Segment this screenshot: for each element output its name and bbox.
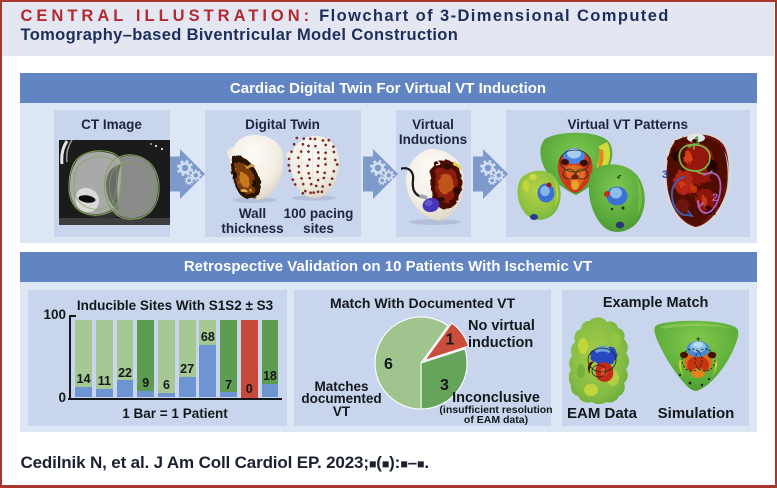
svg-text:3: 3 xyxy=(440,377,449,394)
svg-text:1: 1 xyxy=(446,332,455,349)
svg-text:6: 6 xyxy=(384,356,393,373)
svg-text:3: 3 xyxy=(662,169,668,181)
svg-text:1: 1 xyxy=(694,135,700,147)
svg-text:2: 2 xyxy=(712,192,718,204)
